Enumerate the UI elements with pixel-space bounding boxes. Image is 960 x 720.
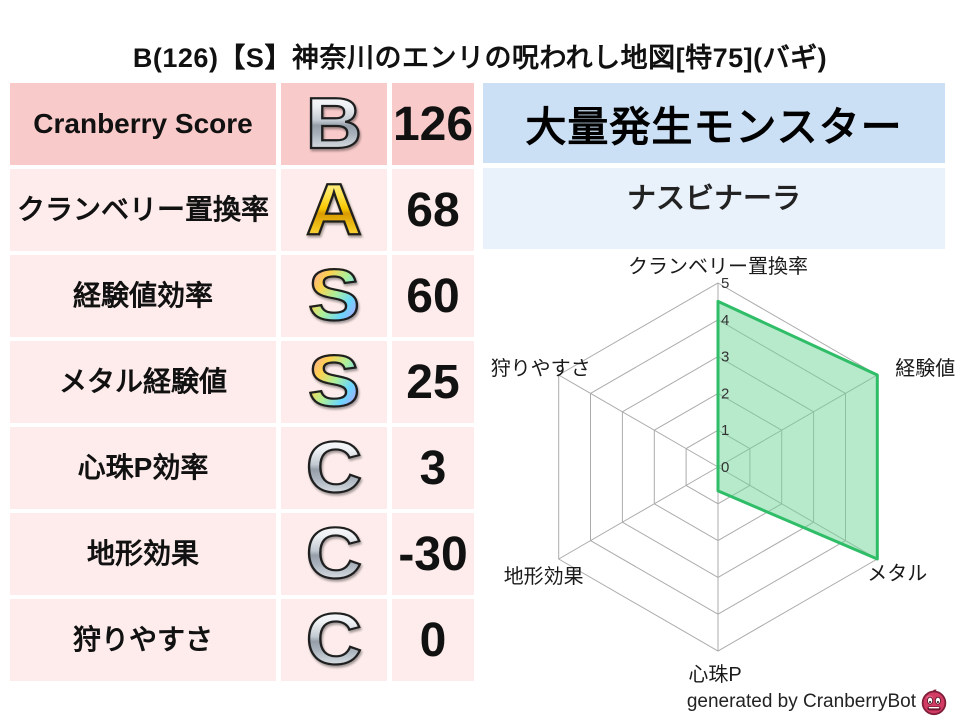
grade-letter-icon: C (305, 514, 364, 594)
grade-letter-icon: C (305, 600, 364, 680)
radar-tick-label: 0 (721, 459, 729, 476)
grade-badge: S (281, 255, 387, 337)
score-row-label: 狩りやすさ (10, 599, 276, 681)
score-row-label: 地形効果 (10, 513, 276, 595)
radar-axis-label: 狩りやすさ (491, 357, 591, 380)
cranberry-icon (921, 689, 947, 716)
score-row-value: 60 (392, 255, 474, 337)
score-row-value: 126 (392, 83, 474, 165)
radar-axis-label: 経験値 (895, 357, 955, 380)
score-row-label: クランベリー置換率 (10, 169, 276, 251)
grade-letter-icon: S (307, 256, 361, 336)
score-row-value: 3 (392, 427, 474, 509)
radar-axis-line (558, 466, 719, 560)
page-title: B(126)【S】神奈川のエンリの呪われし地図[特75](バギ) (132, 43, 828, 73)
grade-letter-icon: C (305, 428, 364, 508)
radar-tick-label: 4 (721, 312, 729, 329)
grade-badge: C (281, 513, 387, 595)
score-row-label: Cranberry Score (10, 83, 276, 165)
score-row-value: 25 (392, 341, 474, 423)
grade-badge: A (281, 169, 387, 251)
footer-credit: generated by CranberryBot (687, 688, 948, 716)
radar-axis-label: 地形効果 (504, 565, 584, 588)
radar-tick-label: 3 (721, 349, 729, 366)
score-row-value: 0 (392, 599, 474, 681)
grade-badge: B (281, 83, 387, 165)
monster-panel: 大量発生モンスター ナスビナーラ (483, 83, 945, 249)
grade-letter-icon: S (307, 342, 361, 422)
radar-tick-label: 5 (721, 275, 729, 292)
monster-name: ナスビナーラ (483, 168, 945, 249)
grade-badge: S (281, 341, 387, 423)
grade-badge: C (281, 599, 387, 681)
radar-tick-label: 2 (721, 385, 729, 402)
score-row-value: -30 (392, 513, 474, 595)
monster-panel-header: 大量発生モンスター (483, 83, 945, 163)
score-table: Cranberry Score B 126 クランベリー置換率 A 68 経験値… (10, 83, 474, 681)
radar-axis-line (558, 374, 719, 468)
score-row-label: メタル経験値 (10, 341, 276, 423)
grade-badge: C (281, 427, 387, 509)
radar-axis-label: クランベリー置換率 (628, 255, 808, 278)
credit-text: generated by CranberryBot (686, 691, 916, 712)
score-row-label: 経験値効率 (10, 255, 276, 337)
score-row-label: 心珠P効率 (10, 427, 276, 509)
radar-data-polygon (716, 299, 879, 561)
radar-axis-label: メタル (867, 562, 927, 585)
grade-letter-icon: A (305, 170, 364, 250)
grade-letter-icon: B (305, 84, 364, 164)
score-row-value: 68 (392, 169, 474, 251)
radar-axis-label: 心珠P (688, 663, 741, 686)
radar-tick-label: 1 (721, 422, 729, 439)
